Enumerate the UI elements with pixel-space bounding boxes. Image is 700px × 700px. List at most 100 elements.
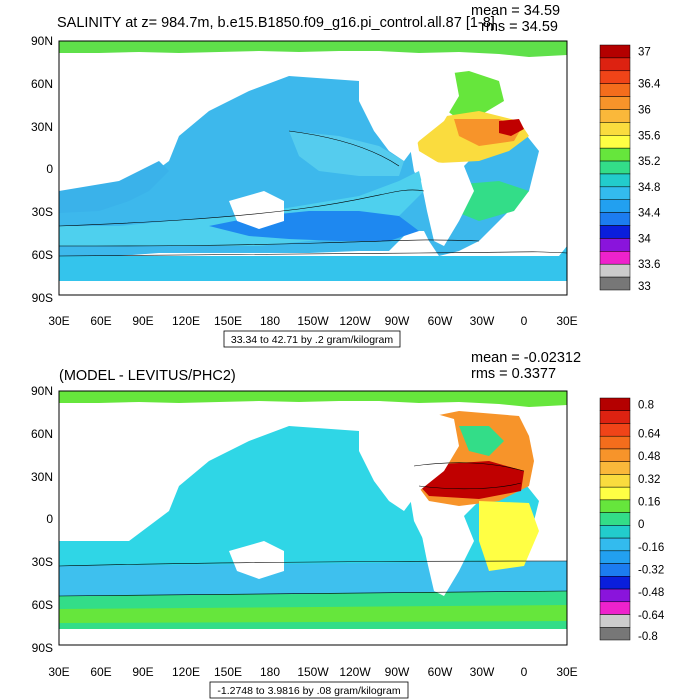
lat-label: 30N (31, 120, 53, 134)
lon-label: 30E (48, 665, 69, 679)
colorbar-swatch (599, 486, 631, 501)
contour-line (59, 251, 567, 257)
colorbar-label: -0.16 (638, 542, 664, 554)
colorbar-label: -0.64 (638, 610, 665, 622)
land-south-america (421, 161, 474, 246)
colorbar-swatch (599, 135, 631, 149)
colorbar-swatch (599, 44, 631, 59)
colorbar-swatch (599, 627, 631, 641)
lon-label: 90W (385, 314, 410, 328)
colorbar-label: 34.8 (638, 182, 660, 194)
contour-line (413, 462, 525, 472)
colorbar-swatch (599, 397, 631, 411)
lon-labels: 30E 60E 90E 120E 150E 180 150W 120W 90W … (48, 665, 577, 679)
colorbar-swatch (599, 614, 631, 628)
lat-label: 0 (46, 512, 53, 526)
lat-label: 30N (31, 470, 53, 484)
colorbar-swatch (599, 70, 631, 84)
lon-label: 30E (556, 314, 577, 328)
land-americas (359, 59, 459, 161)
mean-stat: mean = -0.02312 (471, 350, 581, 366)
lat-label: 0 (46, 162, 53, 176)
lat-label: 60N (31, 427, 53, 441)
atlantic-green (459, 426, 504, 456)
colorbar-swatch (599, 225, 631, 239)
colorbar-swatch (599, 199, 631, 213)
lat-label: 90N (31, 34, 53, 48)
colorbar-label: 35.2 (638, 156, 660, 168)
colorbar-swatch (599, 588, 631, 603)
lat-label: 90N (31, 384, 53, 398)
colorbar-label: 36 (638, 104, 651, 116)
lat-label: 60S (32, 598, 53, 612)
colorbar: 0.8 0.64 0.48 0.32 0.16 0 -0.16 -0.32 -0.48 -0.64… (599, 397, 665, 643)
lon-label: 150W (297, 314, 329, 328)
indian-ocean (59, 161, 169, 213)
map-frame (58, 40, 568, 296)
colorbar-swatch (599, 435, 631, 450)
land-eurasia-africa (59, 56, 219, 153)
lat-labels: 90N 60N 30N 0 30S 60S 90S (31, 384, 53, 655)
colorbar-swatch (599, 96, 631, 110)
colorbar-swatch (599, 263, 631, 278)
map-plot (58, 390, 568, 646)
map-frame (58, 390, 568, 646)
lon-label: 30W (470, 665, 495, 679)
colorbar-swatch (599, 601, 631, 615)
arctic-strip (59, 391, 567, 407)
lon-label: 60E (90, 665, 111, 679)
southern-ocean-lime (59, 605, 567, 623)
lon-label: 0 (521, 665, 528, 679)
colorbar-swatch (599, 276, 631, 291)
colorbar-swatch (599, 448, 631, 462)
panel-title: SALINITY at z= 984.7m, b.e15.B1850.f09_g… (57, 15, 495, 31)
lon-label: 90E (132, 314, 153, 328)
colorbar-swatch (599, 147, 631, 162)
colorbar-swatch (599, 122, 631, 136)
colorbar-swatch (599, 186, 631, 200)
lat-label: 30S (32, 555, 53, 569)
panel-difference: (MODEL - LEVITUS/PHC2) mean = -0.02312 r… (31, 350, 665, 699)
colorbar-label: 0.32 (638, 474, 660, 486)
land-australia (229, 191, 284, 229)
land-antarctica (59, 631, 567, 645)
colorbar-label: 34.4 (638, 208, 661, 220)
colorbar-swatch (599, 251, 631, 265)
rms-stat: rms = 0.3377 (471, 366, 556, 382)
colorbar-label: 33.6 (638, 259, 660, 271)
colorbar-label: 36.4 (638, 79, 661, 91)
lat-label: 60S (32, 248, 53, 262)
lon-label: 60E (90, 314, 111, 328)
lon-label: 0 (521, 314, 528, 328)
colorbar-label: 37 (638, 46, 651, 58)
rms-stat: rms = 34.59 (481, 19, 558, 35)
lon-label: 30E (556, 665, 577, 679)
colorbar-label: 0.16 (638, 496, 660, 508)
contour-line (418, 482, 522, 490)
land-south-america (421, 511, 474, 596)
contour-info: -1.2748 to 3.9816 by .08 gram/kilogram (217, 685, 401, 697)
lon-label: 150E (214, 665, 242, 679)
lon-label: 30W (470, 314, 495, 328)
lon-label: 180 (260, 665, 280, 679)
contour-line (59, 239, 480, 247)
colorbar-swatch (599, 57, 631, 72)
colorbar-swatch (599, 173, 631, 188)
land-australia (229, 541, 284, 579)
colorbar-label: -0.48 (638, 587, 664, 599)
lon-label: 120E (172, 314, 200, 328)
colorbar-swatch (599, 525, 631, 539)
colorbar-swatch (599, 576, 631, 590)
lat-label: 30S (32, 205, 53, 219)
colorbar-label: 0.48 (638, 451, 660, 463)
colorbar-swatch (599, 461, 631, 475)
contour-line (59, 560, 567, 567)
colorbar-swatch (599, 563, 631, 577)
lon-label: 180 (260, 314, 280, 328)
lon-label: 60W (428, 314, 453, 328)
colorbar-swatch (599, 238, 631, 252)
colorbar-swatch (599, 537, 631, 552)
contour-info-box (223, 330, 401, 348)
lon-label: 90W (385, 665, 410, 679)
